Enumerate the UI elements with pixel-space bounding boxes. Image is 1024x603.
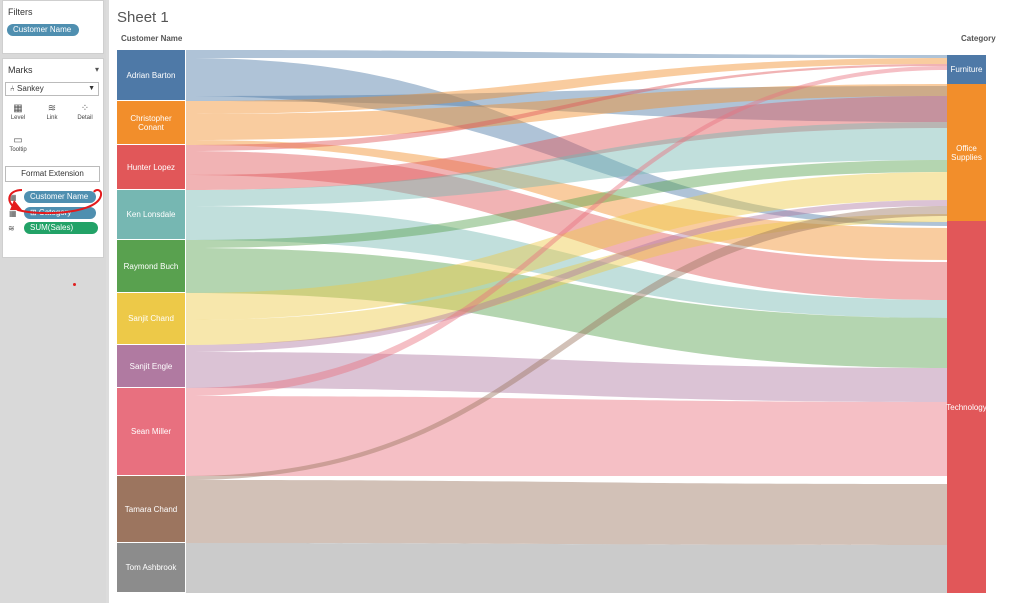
- red-dot: [73, 283, 76, 286]
- level-icon: ▦: [13, 103, 23, 114]
- marks-collapse-icon[interactable]: ▾: [94, 65, 99, 74]
- sankey-link[interactable]: [186, 86, 947, 122]
- category-node[interactable]: Technology: [946, 221, 987, 593]
- customer-node[interactable]: Sanjit Engle: [117, 345, 185, 388]
- sankey-link[interactable]: [186, 66, 947, 396]
- sankey-link[interactable]: [186, 58, 947, 226]
- mark-type-dropdown[interactable]: ⑃ Sankey ▼: [5, 82, 99, 96]
- left-axis-label: Customer Name: [121, 34, 183, 43]
- sankey-link[interactable]: [186, 214, 947, 345]
- sankey-link[interactable]: [186, 396, 947, 476]
- sankey-link[interactable]: [186, 248, 947, 368]
- right-axis-label: Category: [961, 34, 996, 43]
- level-button[interactable]: ▦ Level: [6, 102, 30, 128]
- sankey-link[interactable]: [186, 84, 947, 140]
- sankey-link[interactable]: [186, 64, 947, 151]
- customer-node[interactable]: Tom Ashbrook: [117, 543, 185, 593]
- sankey-link[interactable]: [186, 206, 947, 318]
- sankey-link[interactable]: [186, 543, 947, 593]
- sankey-link[interactable]: [186, 200, 947, 352]
- link-label: Link: [46, 115, 58, 121]
- sankey-link[interactable]: [186, 50, 947, 58]
- level-field-icon: ▦: [9, 193, 17, 202]
- annotation-arrow-icon: [8, 189, 103, 215]
- mark-type-value: Sankey: [17, 84, 44, 93]
- sankey-link[interactable]: [186, 206, 947, 480]
- field-pill-customer-name[interactable]: Customer Name: [24, 191, 96, 203]
- customer-node[interactable]: Adrian Barton: [117, 50, 185, 101]
- sankey-link[interactable]: [186, 122, 947, 206]
- sankey-link[interactable]: [186, 172, 947, 320]
- detail-button[interactable]: ⁘ Detail: [73, 102, 97, 128]
- level-label: Level: [10, 115, 26, 121]
- customer-node[interactable]: Ken Lonsdale: [117, 190, 185, 240]
- customer-node[interactable]: Sanjit Chand: [117, 293, 185, 345]
- link-button[interactable]: ≋ Link: [40, 102, 64, 128]
- link-icon: ≋: [47, 103, 57, 114]
- detail-icon: ⁘: [80, 103, 90, 114]
- sankey-link[interactable]: [186, 140, 947, 260]
- sankey-link[interactable]: [186, 352, 947, 402]
- filters-card: Filters Customer Name: [2, 0, 104, 54]
- format-extension-button[interactable]: Format Extension: [5, 166, 100, 182]
- sankey-link[interactable]: [186, 480, 947, 545]
- sankey-link[interactable]: [186, 151, 947, 300]
- tooltip-icon: ▭: [13, 135, 23, 146]
- left-panel: Filters Customer Name Marks ▾ ⑃ Sankey ▼…: [0, 0, 106, 603]
- customer-node[interactable]: Hunter Lopez: [117, 145, 185, 190]
- detail-label: Detail: [77, 115, 93, 121]
- category-node[interactable]: Furniture: [947, 55, 986, 84]
- filters-title: Filters: [8, 7, 33, 17]
- sankey-link[interactable]: [186, 160, 947, 248]
- sankey-link[interactable]: [186, 58, 947, 114]
- sheet-area: Sheet 1 Customer Name Category Adrian Ba…: [109, 0, 1024, 603]
- tooltip-button[interactable]: ▭ Tooltip: [6, 134, 30, 160]
- chevron-down-icon: ▼: [88, 85, 95, 92]
- field-pill-sum-sales[interactable]: SUM(Sales): [24, 222, 98, 234]
- category-node[interactable]: Office Supplies: [947, 84, 986, 221]
- link-field-icon: ≋: [8, 224, 15, 233]
- sankey-icon: ⑃: [10, 84, 18, 93]
- filter-pill-customer-name[interactable]: Customer Name: [7, 24, 79, 36]
- sheet-title: Sheet 1: [117, 9, 169, 26]
- sankey-link[interactable]: [186, 96, 947, 190]
- customer-node[interactable]: Tamara Chand: [117, 476, 185, 543]
- sankey-flows: [186, 50, 947, 593]
- customer-node[interactable]: Christopher Conant: [117, 101, 185, 145]
- customer-node[interactable]: Raymond Buch: [117, 240, 185, 293]
- marks-title: Marks: [8, 65, 33, 75]
- level-field-icon-2: ▦: [9, 209, 17, 218]
- customer-node[interactable]: Sean Miller: [117, 388, 185, 476]
- tooltip-label: Tooltip: [9, 147, 27, 153]
